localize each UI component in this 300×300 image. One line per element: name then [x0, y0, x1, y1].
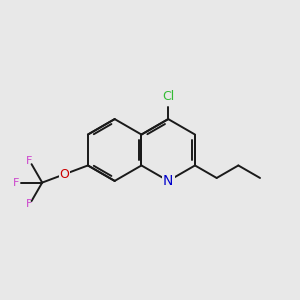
- Text: O: O: [59, 168, 69, 181]
- Text: N: N: [163, 174, 173, 188]
- Text: Cl: Cl: [162, 91, 174, 103]
- Text: F: F: [13, 178, 20, 188]
- Text: F: F: [26, 156, 32, 166]
- Text: F: F: [26, 199, 32, 209]
